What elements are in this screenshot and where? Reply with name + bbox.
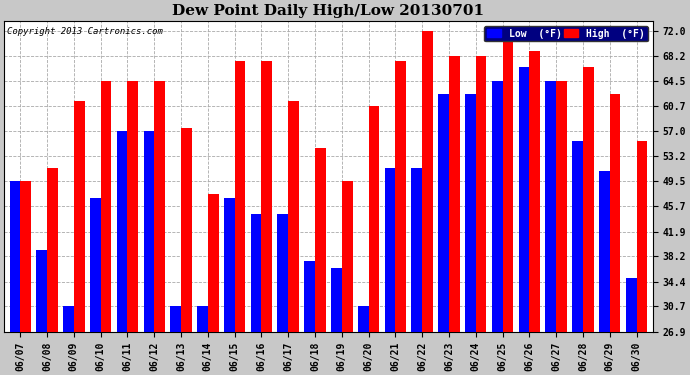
Bar [465,94,476,375]
Text: Copyright 2013 Cartronics.com: Copyright 2013 Cartronics.com [8,27,164,36]
Bar [449,56,460,375]
Title: Dew Point Daily High/Low 20130701: Dew Point Daily High/Low 20130701 [172,4,484,18]
Bar [304,261,315,375]
Bar [197,306,208,375]
Bar [572,141,583,375]
Bar [170,306,181,375]
Bar [411,168,422,375]
Bar [262,61,272,375]
Bar [476,56,486,375]
Bar [395,61,406,375]
Bar [368,106,380,375]
Bar [438,94,449,375]
Bar [315,147,326,375]
Bar [422,31,433,375]
Bar [288,101,299,375]
Bar [599,171,610,375]
Bar [117,131,128,375]
Bar [47,168,58,375]
Bar [342,181,353,375]
Bar [10,181,20,375]
Bar [331,268,342,375]
Bar [250,214,262,375]
Bar [224,198,235,375]
Bar [277,214,288,375]
Bar [20,181,31,375]
Bar [63,306,74,375]
Bar [556,81,567,375]
Bar [235,61,246,375]
Bar [583,68,593,375]
Bar [384,168,395,375]
Bar [101,81,111,375]
Bar [37,250,47,375]
Bar [74,101,85,375]
Bar [519,68,529,375]
Bar [545,81,556,375]
Bar [610,94,620,375]
Bar [128,81,138,375]
Bar [492,81,502,375]
Legend: Low  (°F), High  (°F): Low (°F), High (°F) [484,26,648,42]
Bar [502,27,513,375]
Bar [144,131,155,375]
Bar [626,278,637,375]
Bar [155,81,165,375]
Bar [529,51,540,375]
Bar [637,141,647,375]
Bar [358,306,368,375]
Bar [208,194,219,375]
Bar [181,128,192,375]
Bar [90,198,101,375]
